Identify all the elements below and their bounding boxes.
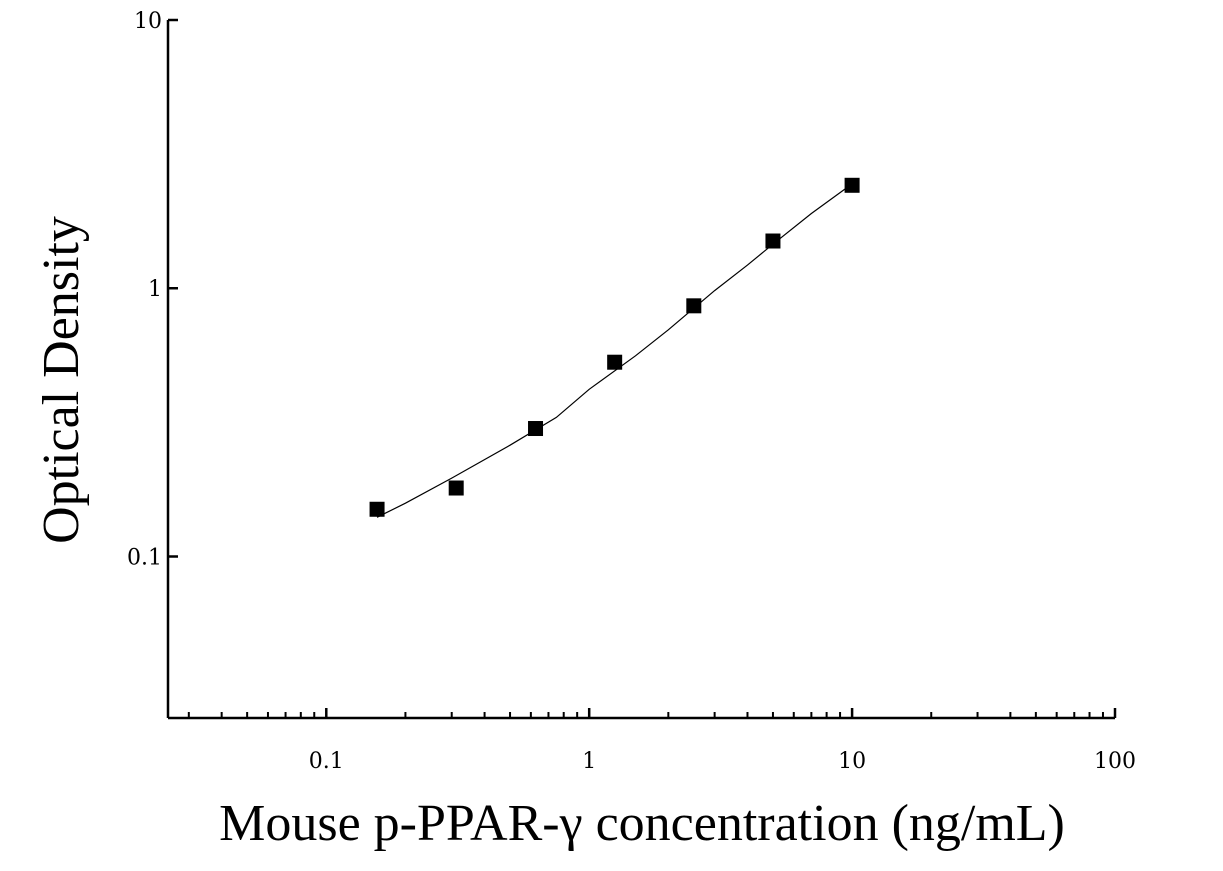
data-point [844,177,860,193]
data-points-layer [369,177,860,517]
data-point [686,298,702,314]
y-tick-label: 10 [134,9,162,34]
y-tick-label: 1 [148,277,162,302]
data-point [765,233,781,249]
y-axis-title: Optical Density [33,216,90,544]
data-point [607,354,623,370]
fit-curve-layer [376,183,853,518]
x-axis-title: Mouse p-PPAR-γ concentration (ng/mL) [219,795,1065,852]
data-point [369,501,385,517]
data-point [528,421,544,437]
x-tick-label: 100 [1094,749,1136,774]
x-tick-label: 1 [582,749,596,774]
fit-curve-line [376,183,853,518]
x-tick-label: 0.1 [309,749,344,774]
axes: 0.1 1 10 100 0.1 1 10 [127,9,1136,774]
x-tick-label: 10 [838,749,866,774]
y-tick-label: 0.1 [127,545,162,570]
data-point [448,480,464,496]
